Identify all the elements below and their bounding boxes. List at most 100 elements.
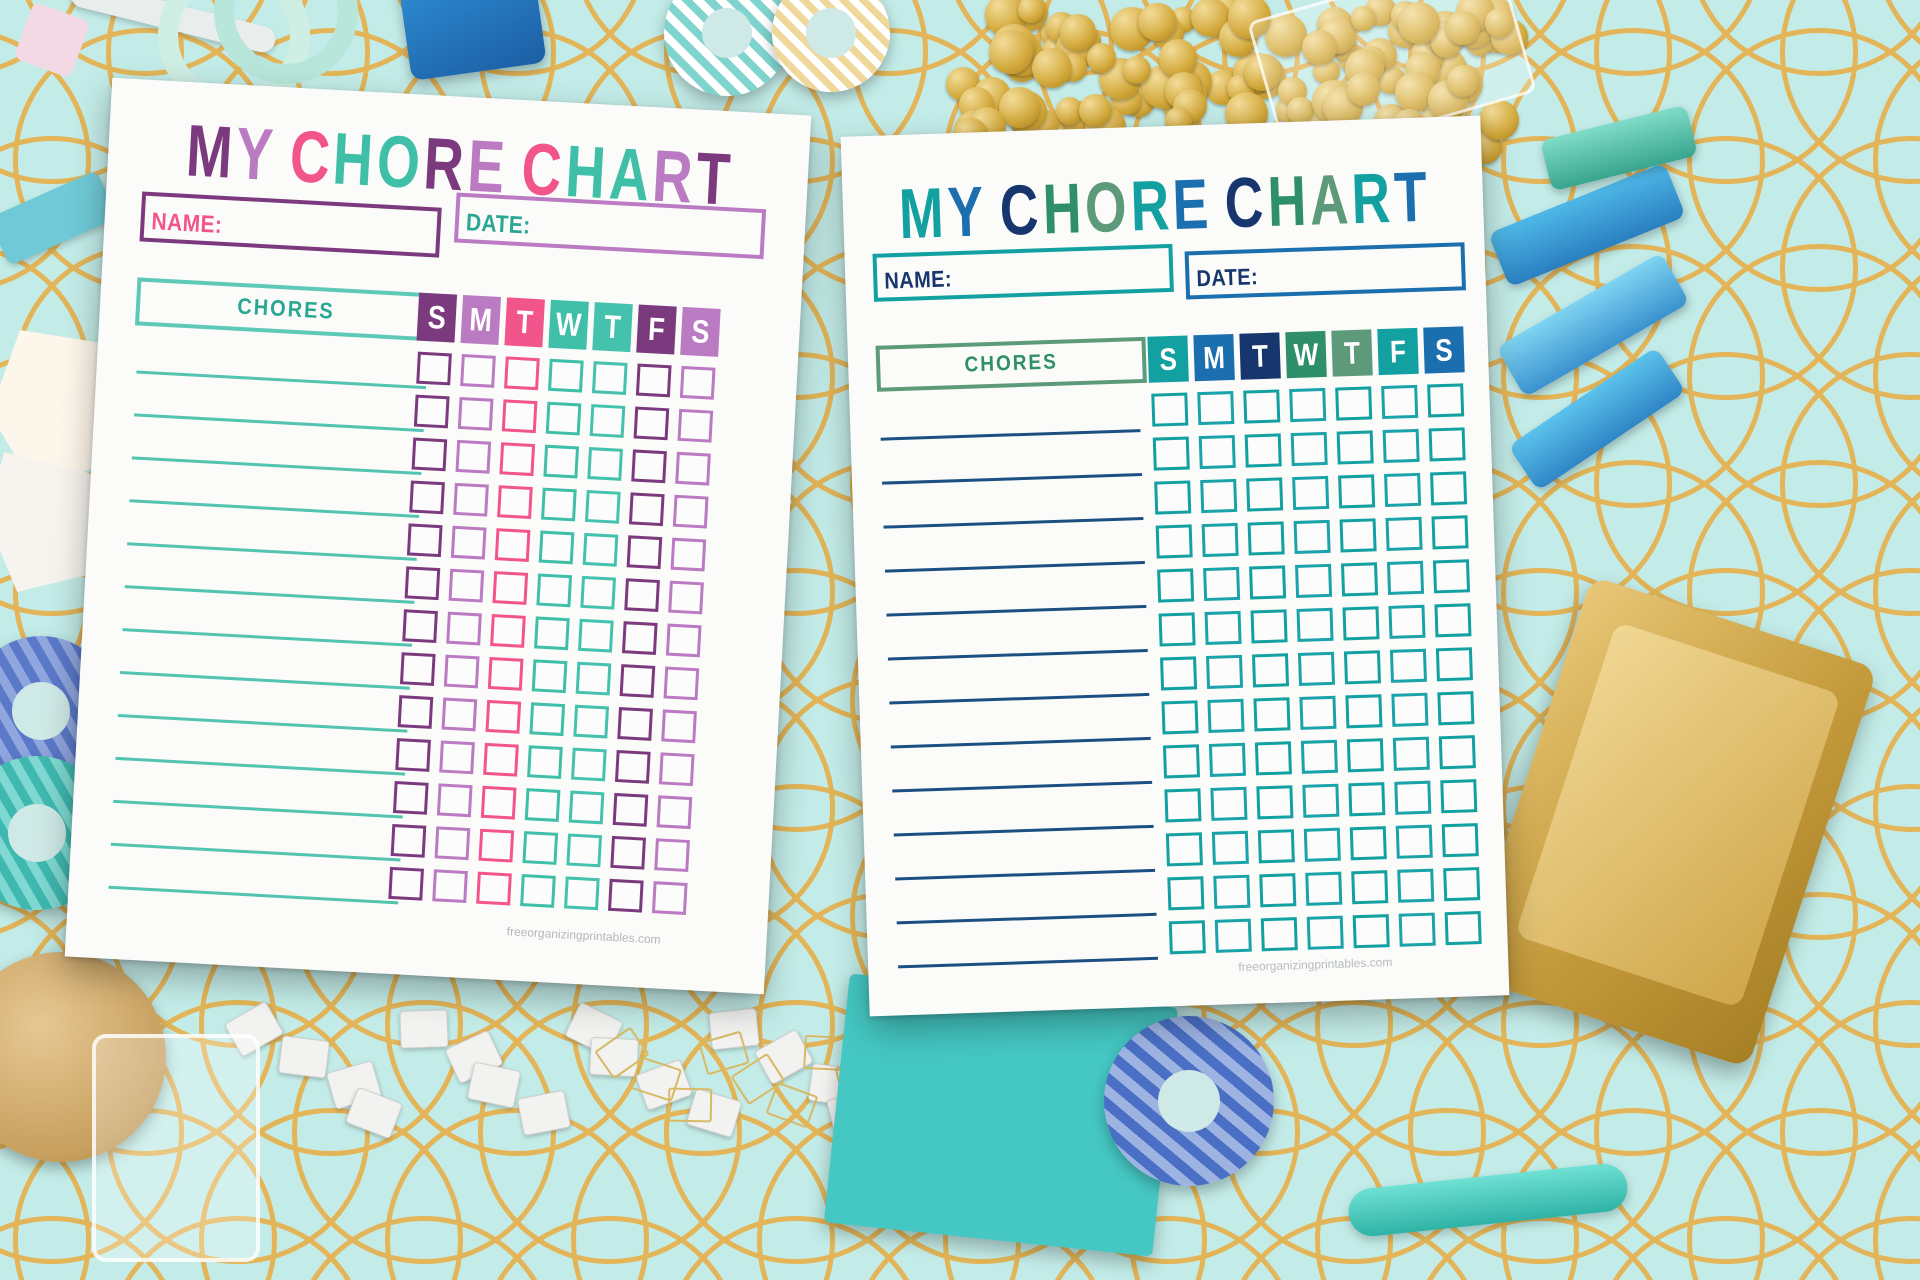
checkbox[interactable] [564,876,600,910]
checkbox[interactable] [652,881,688,915]
chore-line[interactable] [134,413,424,432]
chore-line[interactable] [118,714,408,733]
checkbox[interactable] [592,361,628,395]
checkbox[interactable] [1154,480,1191,514]
checkbox[interactable] [532,659,568,693]
chore-line[interactable] [885,561,1145,573]
checkbox[interactable] [1215,919,1252,953]
checkbox[interactable] [587,447,623,481]
chore-chart-left-sheet[interactable]: MY CHORE CHART NAME: DATE: CHORES S M T W T F Sfre… [65,78,812,995]
checkbox[interactable] [1289,388,1326,422]
checkbox[interactable] [1437,691,1474,725]
checkbox[interactable] [631,449,667,483]
checkbox[interactable] [1159,612,1196,646]
date-field[interactable]: DATE: [1185,242,1466,299]
checkbox[interactable] [393,781,429,815]
checkbox[interactable] [1169,920,1206,954]
checkbox[interactable] [1202,523,1239,557]
checkbox[interactable] [458,397,494,431]
checkbox[interactable] [1390,649,1427,683]
checkbox[interactable] [485,700,521,734]
checkbox[interactable] [488,657,524,691]
checkbox[interactable] [673,495,709,529]
checkbox[interactable] [661,709,697,743]
checkbox[interactable] [1342,606,1379,640]
checkbox[interactable] [1205,611,1242,645]
checkbox[interactable] [1252,653,1289,687]
chore-line[interactable] [889,693,1149,705]
checkbox[interactable] [1341,562,1378,596]
checkbox[interactable] [1199,435,1236,469]
checkbox[interactable] [522,831,558,865]
checkbox[interactable] [680,366,716,400]
checkbox[interactable] [608,879,644,913]
checkbox[interactable] [536,573,572,607]
checkbox[interactable] [1344,650,1381,684]
checkbox[interactable] [1166,832,1203,866]
chore-line[interactable] [892,781,1152,793]
chore-line[interactable] [127,542,417,561]
checkbox[interactable] [1399,913,1436,947]
checkbox[interactable] [1245,433,1282,467]
checkbox[interactable] [1350,826,1387,860]
checkbox[interactable] [1353,914,1390,948]
checkbox[interactable] [1253,697,1290,731]
checkbox[interactable] [576,662,612,696]
checkbox[interactable] [571,748,607,782]
checkbox[interactable] [1394,781,1431,815]
checkbox[interactable] [1249,565,1286,599]
checkbox[interactable] [444,655,480,689]
checkbox[interactable] [402,609,438,643]
checkbox[interactable] [1261,917,1298,951]
checkbox[interactable] [495,528,531,562]
checkbox[interactable] [610,836,646,870]
checkbox[interactable] [1397,869,1434,903]
checkbox[interactable] [1307,916,1344,950]
checkbox[interactable] [1348,782,1385,816]
checkbox[interactable] [1337,430,1374,464]
checkbox[interactable] [446,612,482,646]
checkbox[interactable] [1302,784,1339,818]
checkbox[interactable] [1292,476,1329,510]
checkbox[interactable] [580,576,616,610]
chore-line[interactable] [108,886,398,905]
checkbox[interactable] [624,578,660,612]
checkbox[interactable] [1298,652,1335,686]
checkbox[interactable] [460,354,496,388]
checkbox[interactable] [432,869,468,903]
checkbox[interactable] [1391,693,1428,727]
checkbox[interactable] [654,838,690,872]
checkbox[interactable] [1351,870,1388,904]
checkbox[interactable] [666,624,702,658]
checkbox[interactable] [499,442,535,476]
chore-line[interactable] [884,517,1144,529]
checkbox[interactable] [414,395,450,429]
checkbox[interactable] [569,791,605,825]
checkbox[interactable] [1294,520,1331,554]
chore-line[interactable] [898,957,1158,969]
checkbox[interactable] [481,786,517,820]
checkbox[interactable] [398,695,434,729]
checkbox[interactable] [1436,647,1473,681]
checkbox[interactable] [479,829,515,863]
checkbox[interactable] [1258,829,1295,863]
chore-line[interactable] [122,628,412,647]
checkbox[interactable] [539,531,575,565]
checkbox[interactable] [416,352,452,386]
checkbox[interactable] [566,833,602,867]
checkbox[interactable] [1213,875,1250,909]
checkbox[interactable] [435,826,471,860]
chore-line[interactable] [136,370,426,389]
checkbox[interactable] [1256,785,1293,819]
checkbox[interactable] [1335,386,1372,420]
checkbox[interactable] [449,569,485,603]
checkbox[interactable] [1200,479,1237,513]
checkbox[interactable] [1439,735,1476,769]
checkbox[interactable] [1427,383,1464,417]
checkbox[interactable] [675,452,711,486]
checkbox[interactable] [1429,427,1466,461]
checkbox[interactable] [1434,603,1471,637]
checkbox[interactable] [1440,779,1477,813]
checkbox[interactable] [1212,831,1249,865]
checkbox[interactable] [1259,873,1296,907]
